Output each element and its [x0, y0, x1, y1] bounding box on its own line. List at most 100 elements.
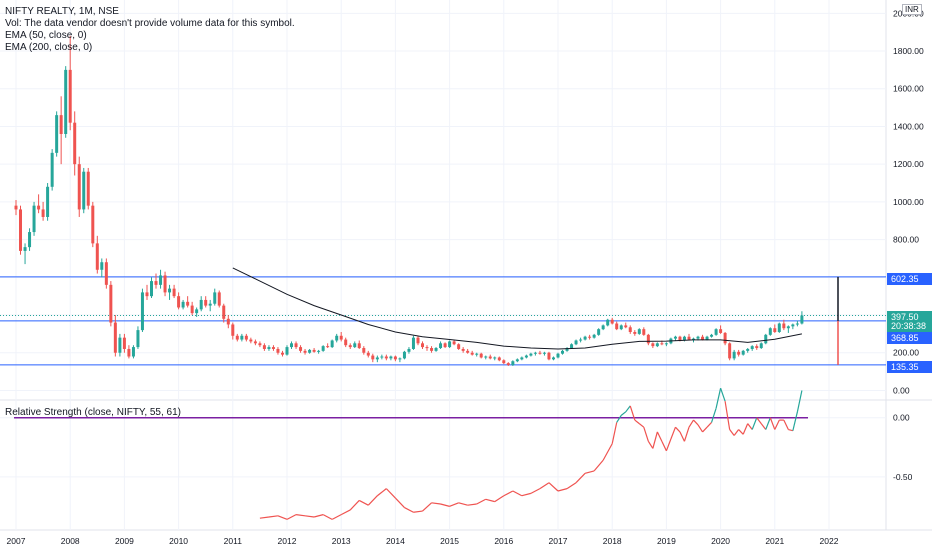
- candle: [339, 332, 343, 342]
- rs-line-segment: [440, 503, 450, 507]
- candle-body: [113, 322, 117, 353]
- candle-body: [457, 344, 461, 349]
- legend-symbol[interactable]: NIFTY REALTY, 1M, NSE: [5, 6, 119, 17]
- candle: [782, 319, 786, 331]
- rs-line-segment: [503, 490, 514, 497]
- candle: [181, 299, 185, 310]
- level-high-tag[interactable]: 602.35: [887, 273, 932, 285]
- candle-body: [335, 335, 339, 341]
- candle-body: [642, 329, 646, 335]
- candle: [294, 341, 298, 349]
- rs-line-segment: [385, 488, 396, 499]
- candle: [393, 355, 397, 362]
- candle-body: [610, 319, 614, 324]
- candle: [104, 258, 108, 289]
- candle-body: [633, 332, 637, 334]
- rs-line-segment: [521, 492, 532, 497]
- candle: [741, 349, 745, 356]
- rs-line-segment: [760, 423, 767, 430]
- rs-line-segment: [765, 417, 771, 430]
- rs-line-segment: [322, 514, 333, 520]
- candle: [786, 325, 790, 333]
- rs-line-segment: [796, 390, 803, 412]
- rs-line-segment: [349, 500, 360, 511]
- candle: [73, 111, 77, 176]
- rs-line-segment: [769, 417, 776, 430]
- candle-body: [271, 347, 275, 349]
- candle-body: [231, 324, 235, 336]
- candle-body: [439, 343, 443, 349]
- candle: [140, 288, 144, 332]
- candle: [226, 315, 230, 329]
- candle: [655, 342, 659, 348]
- legend-ema-200[interactable]: EMA (200, close, 0): [5, 42, 93, 53]
- candle-body: [41, 209, 45, 217]
- y-tick-label: 200.00: [893, 348, 919, 358]
- candle-body: [104, 262, 108, 285]
- candle-body: [484, 356, 488, 358]
- candle-body: [285, 347, 289, 355]
- rs-line-segment: [593, 459, 604, 472]
- candle-body: [371, 355, 375, 360]
- candle: [750, 345, 754, 351]
- candle-body: [556, 353, 560, 358]
- rs-line-segment: [340, 509, 351, 516]
- candle-body: [240, 335, 244, 340]
- candle: [461, 347, 465, 353]
- candle-body: [592, 334, 596, 338]
- candle-body: [281, 352, 285, 355]
- candle: [560, 349, 564, 355]
- rs-line-segment: [530, 488, 541, 494]
- rs-line-segment: [652, 431, 658, 449]
- axes: 2007 2008 2009 2010 2011 2012 2013 2014 2015 2016…: [7, 8, 924, 546]
- candle: [746, 348, 750, 353]
- candle: [710, 333, 714, 338]
- candle-body: [398, 358, 402, 360]
- candle-body: [177, 296, 181, 308]
- candle-body: [294, 343, 298, 348]
- ema-value-tag[interactable]: 368.85: [887, 332, 932, 344]
- x-tick-label: 2012: [278, 536, 297, 546]
- legend-ema-50[interactable]: EMA (50, close, 0): [5, 30, 87, 41]
- candle: [330, 339, 334, 349]
- candle-body: [249, 339, 253, 342]
- candle: [136, 326, 140, 349]
- rs-line-segment: [548, 482, 559, 492]
- legend-relative-strength[interactable]: Relative Strength (close, NIFTY, 55, 61): [5, 407, 182, 418]
- candle: [520, 356, 524, 361]
- candle: [448, 340, 452, 349]
- rs-line-segment: [304, 515, 315, 518]
- level-low-tag[interactable]: 135.35: [887, 361, 932, 373]
- y-tick-label: 1600.00: [893, 84, 924, 94]
- candle-body: [430, 348, 434, 351]
- candle: [267, 345, 271, 351]
- candle-body: [204, 299, 208, 306]
- candle-body: [136, 330, 140, 348]
- candle-body: [651, 343, 655, 347]
- candle-body: [601, 325, 605, 330]
- candle: [439, 341, 443, 349]
- candle: [502, 359, 506, 365]
- rs-line-segment: [756, 417, 762, 424]
- currency-badge: INR: [902, 4, 922, 15]
- legend-volume-note: Vol: The data vendor doesn't provide vol…: [5, 18, 295, 29]
- candle: [204, 296, 208, 308]
- candle: [493, 356, 497, 361]
- candle: [470, 350, 474, 356]
- candle: [113, 315, 117, 357]
- candle: [574, 339, 578, 346]
- candle: [131, 345, 135, 359]
- candle: [366, 350, 370, 358]
- candle-body: [502, 360, 506, 364]
- candle: [357, 340, 361, 349]
- rs-line-segment: [625, 405, 631, 413]
- candle-body: [479, 353, 483, 358]
- candle-body: [637, 329, 641, 334]
- candle-body: [393, 356, 397, 360]
- rs-line-segment: [557, 488, 568, 492]
- candle-body: [628, 327, 632, 332]
- candle: [646, 333, 650, 346]
- candle: [217, 290, 221, 308]
- candle-body: [714, 329, 718, 335]
